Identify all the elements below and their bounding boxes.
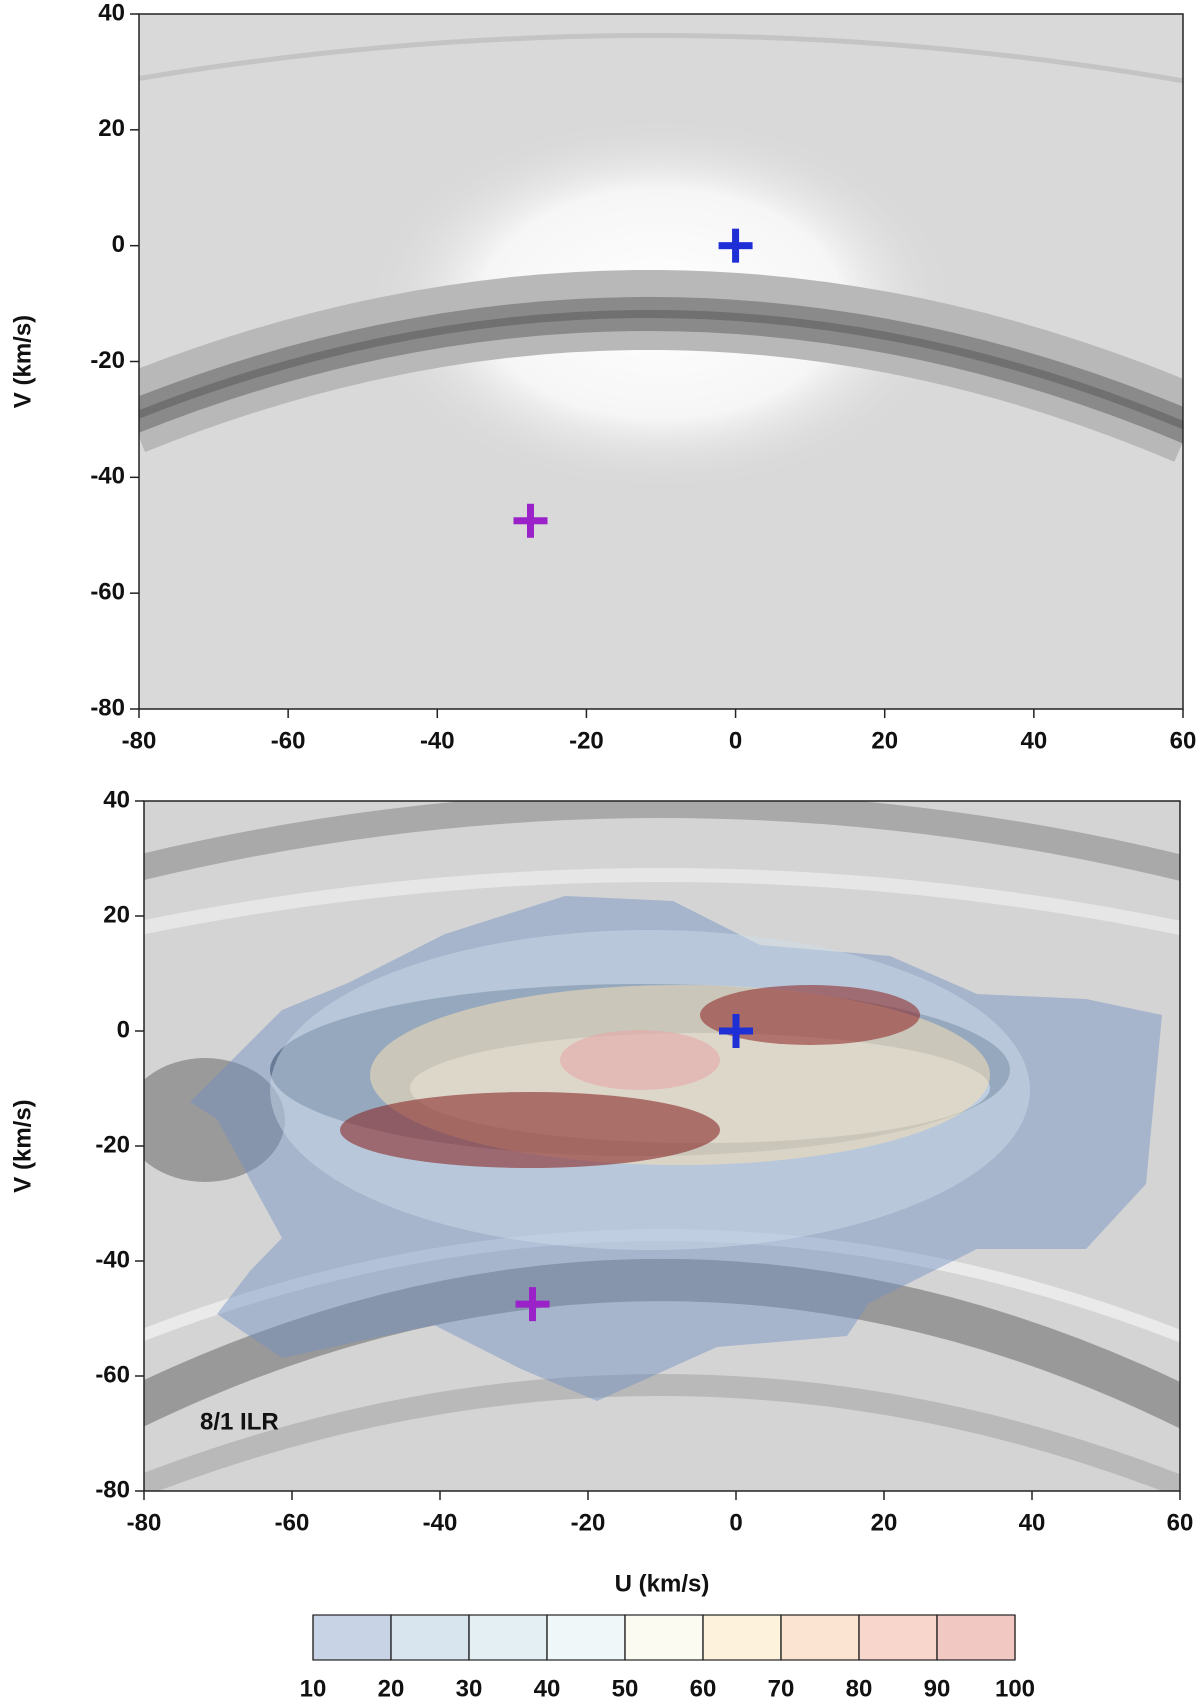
colorbar-cell bbox=[780, 1614, 860, 1661]
x-tick-label: -80 bbox=[122, 727, 157, 754]
cross-marker bbox=[718, 228, 753, 263]
x-tick-label: -40 bbox=[423, 1509, 458, 1536]
colorbar-tick-label: 20 bbox=[378, 1675, 405, 1702]
x-tick-label: -40 bbox=[420, 727, 455, 754]
y-tick-label: -80 bbox=[95, 1476, 130, 1503]
cross-arm bbox=[529, 1287, 536, 1322]
colorbar-tick-label: 80 bbox=[846, 1675, 873, 1702]
x-tick-label: 20 bbox=[871, 1509, 898, 1536]
y-tick-label: -40 bbox=[95, 1246, 130, 1273]
colorbar-tick-label: 90 bbox=[924, 1675, 951, 1702]
y-tick-label: -80 bbox=[90, 694, 125, 721]
colorbar-tick-label: 30 bbox=[456, 1675, 483, 1702]
x-tick-label: 0 bbox=[729, 1509, 742, 1536]
x-tick-label: 0 bbox=[729, 727, 742, 754]
cross-arm bbox=[732, 228, 740, 263]
y-tick-label: 20 bbox=[103, 901, 130, 928]
y-tick-label: -20 bbox=[95, 1131, 130, 1158]
colorbar-cell bbox=[390, 1614, 470, 1661]
colorbar-cell bbox=[936, 1614, 1016, 1661]
colorbar-cell bbox=[312, 1614, 392, 1661]
y-tick-label: -60 bbox=[90, 579, 125, 606]
y-tick-label: 40 bbox=[98, 0, 125, 26]
y-axis-label: V (km/s) bbox=[9, 1099, 36, 1192]
colorbar-cell bbox=[858, 1614, 938, 1661]
cross-marker bbox=[515, 1287, 550, 1322]
colorbar-tick-label: 70 bbox=[768, 1675, 795, 1702]
colorbar-cell bbox=[702, 1614, 782, 1661]
colorbar-tick-label: 50 bbox=[612, 1675, 639, 1702]
y-axis-label: V (km/s) bbox=[9, 315, 36, 408]
annotation: 8/1 ILR bbox=[200, 1408, 279, 1435]
y-tick-label: 0 bbox=[117, 1016, 130, 1043]
colorbar-tick-label: 10 bbox=[300, 1675, 327, 1702]
y-tick-label: 0 bbox=[112, 231, 125, 258]
x-tick-label: 60 bbox=[1167, 1509, 1194, 1536]
colorbar-tick-label: 100 bbox=[995, 1675, 1035, 1702]
y-tick-label: 20 bbox=[98, 115, 125, 142]
x-tick-label: -60 bbox=[275, 1509, 310, 1536]
y-tick-label: -60 bbox=[95, 1361, 130, 1388]
x-tick-label: 20 bbox=[871, 727, 898, 754]
x-tick-label: 40 bbox=[1021, 727, 1048, 754]
panel-2-background bbox=[144, 801, 1180, 1491]
x-tick-label: -20 bbox=[569, 727, 604, 754]
y-tick-label: -40 bbox=[90, 463, 125, 490]
cross-arm bbox=[527, 503, 534, 538]
y-tick-label: 40 bbox=[103, 786, 130, 813]
x-tick-label: -20 bbox=[571, 1509, 606, 1536]
cross-arm bbox=[732, 1014, 740, 1048]
x-tick-label: 60 bbox=[1170, 727, 1197, 754]
x-tick-label: -80 bbox=[127, 1509, 162, 1536]
x-tick-label: -60 bbox=[271, 727, 306, 754]
colorbar-tick-label: 40 bbox=[534, 1675, 561, 1702]
x-tick-label: 40 bbox=[1019, 1509, 1046, 1536]
cross-marker bbox=[513, 503, 548, 538]
x-axis-label: U (km/s) bbox=[615, 1570, 710, 1597]
colorbar-cell bbox=[624, 1614, 704, 1661]
y-tick-label: -20 bbox=[90, 347, 125, 374]
panel-1-background bbox=[139, 14, 1183, 709]
colorbar-tick-label: 60 bbox=[690, 1675, 717, 1702]
colorbar-cell bbox=[468, 1614, 548, 1661]
colorbar-cell bbox=[546, 1614, 626, 1661]
cross-marker bbox=[719, 1014, 753, 1048]
